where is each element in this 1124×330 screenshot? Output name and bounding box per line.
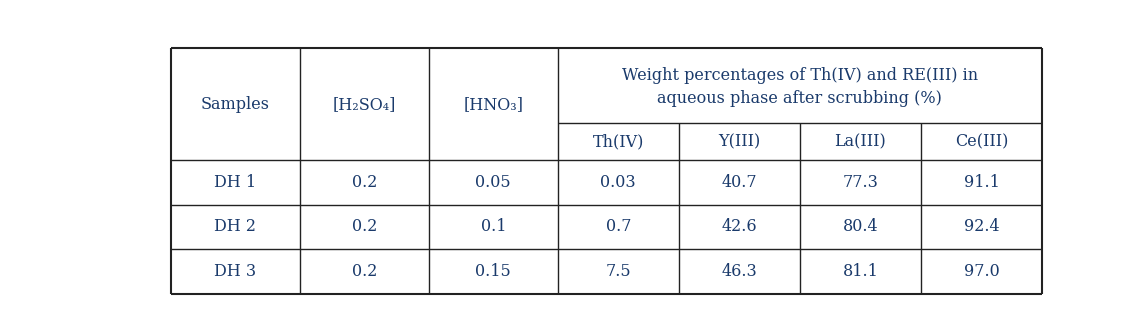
Text: 7.5: 7.5	[606, 263, 631, 280]
Text: 0.1: 0.1	[481, 218, 506, 236]
Text: DH 2: DH 2	[215, 218, 256, 236]
Text: 81.1: 81.1	[843, 263, 878, 280]
Text: [HNO₃]: [HNO₃]	[463, 96, 524, 113]
Text: Y(III): Y(III)	[718, 133, 761, 150]
Text: 0.7: 0.7	[606, 218, 631, 236]
Text: 42.6: 42.6	[722, 218, 758, 236]
Text: Ce(III): Ce(III)	[955, 133, 1008, 150]
Text: 0.03: 0.03	[600, 174, 636, 191]
Text: La(III): La(III)	[835, 133, 887, 150]
Text: DH 3: DH 3	[215, 263, 256, 280]
Text: DH 1: DH 1	[215, 174, 256, 191]
Text: Weight percentages of Th(IV) and RE(III) in: Weight percentages of Th(IV) and RE(III)…	[622, 67, 978, 84]
Text: 0.15: 0.15	[475, 263, 511, 280]
Text: Samples: Samples	[201, 96, 270, 113]
Text: 0.05: 0.05	[475, 174, 511, 191]
Text: 97.0: 97.0	[963, 263, 999, 280]
Text: 92.4: 92.4	[963, 218, 999, 236]
Text: Th(IV): Th(IV)	[592, 133, 644, 150]
Text: 40.7: 40.7	[722, 174, 758, 191]
Text: 0.2: 0.2	[352, 174, 377, 191]
Text: 91.1: 91.1	[963, 174, 999, 191]
Text: aqueous phase after scrubbing (%): aqueous phase after scrubbing (%)	[658, 90, 942, 107]
Text: 77.3: 77.3	[843, 174, 878, 191]
Text: 0.2: 0.2	[352, 218, 377, 236]
Text: 46.3: 46.3	[722, 263, 758, 280]
Text: 80.4: 80.4	[843, 218, 878, 236]
Text: 0.2: 0.2	[352, 263, 377, 280]
Text: [H₂SO₄]: [H₂SO₄]	[333, 96, 396, 113]
